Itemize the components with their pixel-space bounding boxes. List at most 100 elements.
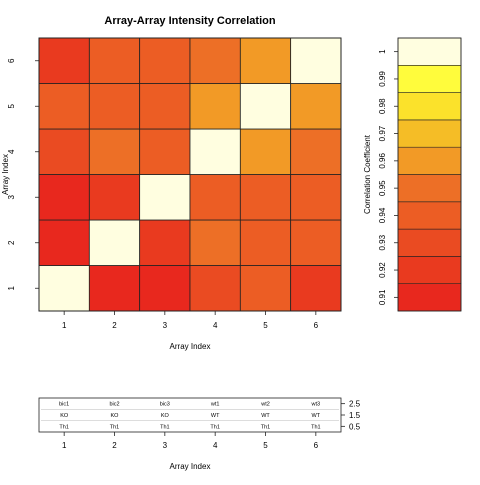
annotation-table-frame — [38, 397, 342, 433]
heatmap-cell — [88, 265, 141, 312]
heatmap-cell — [239, 265, 292, 312]
heatmap-cell — [189, 37, 241, 84]
x-axis-label: Array Index — [170, 342, 211, 351]
table-cell: KO — [161, 413, 170, 419]
heatmap-cell — [189, 219, 241, 266]
heatmap-cell — [290, 174, 342, 221]
heatmap-cell — [139, 37, 191, 84]
chart-title: Array-Array Intensity Correlation — [104, 15, 275, 27]
table-cell: WT — [261, 413, 270, 419]
table-cell: WT — [211, 413, 220, 419]
table-x-tick-label: 1 — [62, 441, 67, 450]
color-key-tick-label: 0.92 — [378, 262, 387, 278]
color-key-bin — [397, 146, 462, 175]
table-cell: Th1 — [110, 424, 119, 430]
color-key-bin — [397, 65, 462, 93]
color-key-tick-label: 0.96 — [378, 153, 387, 169]
heatmap-cell — [38, 83, 90, 130]
x-tick-label: 3 — [163, 321, 168, 330]
color-key-tick-label: 0.91 — [378, 289, 387, 305]
color-key-tick-label: 0.95 — [378, 180, 387, 196]
table-x-tick-label: 2 — [112, 441, 117, 450]
table-y-tick-label: 2.5 — [349, 400, 361, 409]
y-axis-label: Array Index — [1, 154, 10, 195]
table-cell: bic3 — [160, 402, 170, 408]
table-cell: Th1 — [59, 424, 68, 430]
table-x-tick-label: 4 — [213, 441, 218, 450]
color-key-label: Correlation Coefficient — [363, 134, 372, 214]
table-cell: Th1 — [261, 424, 270, 430]
heatmap-cell — [88, 83, 141, 130]
heatmap-cell — [38, 128, 90, 175]
heatmap-cell — [38, 219, 90, 266]
heatmap-cell — [239, 83, 292, 130]
heatmap-cell — [290, 265, 342, 312]
heatmap-cell — [239, 37, 292, 84]
table-cell: Th1 — [160, 424, 169, 430]
heatmap-cell — [239, 174, 292, 221]
heatmap-cell — [189, 128, 241, 175]
y-tick-label: 2 — [7, 240, 16, 245]
heatmap-cell — [290, 128, 342, 175]
x-tick-label: 6 — [314, 321, 319, 330]
heatmap-cell — [189, 174, 241, 221]
color-key-bin — [397, 174, 462, 203]
heatmap-cell — [88, 174, 141, 221]
heatmap-cell — [189, 265, 241, 312]
color-key-bin — [397, 283, 462, 312]
heatmap-cell — [239, 128, 292, 175]
heatmap-cell — [139, 219, 191, 266]
heatmap-cell — [38, 265, 90, 312]
table-x-tick-label: 5 — [263, 441, 268, 450]
y-tick-label: 5 — [7, 103, 16, 108]
table-cell: Th1 — [210, 424, 219, 430]
table-y-tick-label: 1.5 — [349, 411, 361, 420]
x-tick-label: 2 — [112, 321, 117, 330]
heatmap-cell — [290, 83, 342, 130]
color-key-bin — [397, 228, 462, 257]
heatmap-cell — [290, 37, 342, 84]
heatmap-cell — [189, 83, 241, 130]
table-cell: WT — [312, 413, 321, 419]
y-tick-label: 3 — [7, 194, 16, 199]
color-key-bin — [397, 119, 462, 148]
color-key-tick-label: 0.99 — [378, 71, 387, 87]
heatmap-cell — [88, 219, 141, 266]
heatmap-cell — [88, 128, 141, 175]
x-tick-label: 4 — [213, 321, 218, 330]
table-cell: bic1 — [59, 402, 69, 408]
table-cell: bic2 — [109, 402, 119, 408]
heatmap-cell — [139, 83, 191, 130]
heatmap-cell — [139, 174, 191, 221]
table-cell: wt3 — [311, 402, 321, 408]
color-key-tick-label: 0.97 — [378, 125, 387, 141]
color-key-tick-label: 0.94 — [378, 207, 387, 223]
table-cell: KO — [60, 413, 69, 419]
heatmap-cell — [38, 174, 90, 221]
color-key-bin — [397, 201, 462, 230]
heatmap-cell — [38, 37, 90, 84]
table-cell: wt2 — [260, 402, 270, 408]
color-key-tick-label: 0.98 — [378, 98, 387, 114]
color-key-bin — [397, 256, 462, 284]
color-key-bin — [397, 92, 462, 121]
heatmap-cell — [88, 37, 141, 84]
color-key-frame — [397, 37, 462, 312]
y-tick-label: 6 — [7, 58, 16, 63]
y-tick-label: 1 — [7, 285, 16, 290]
x-tick-label: 1 — [62, 321, 67, 330]
table-y-tick-label: 0.5 — [349, 422, 361, 431]
color-key-bin — [397, 37, 462, 66]
x-tick-label: 5 — [263, 321, 268, 330]
table-x-tick-label: 3 — [163, 441, 168, 450]
table-x-tick-label: 6 — [314, 441, 319, 450]
color-key-tick-label: 1 — [378, 49, 387, 54]
table-cell: wt1 — [210, 402, 220, 408]
heatmap-cell — [139, 128, 191, 175]
table-cell: Th1 — [311, 424, 320, 430]
table-x-axis-label: Array Index — [170, 462, 211, 471]
table-cell: KO — [111, 413, 120, 419]
heatmap-frame — [38, 37, 342, 312]
